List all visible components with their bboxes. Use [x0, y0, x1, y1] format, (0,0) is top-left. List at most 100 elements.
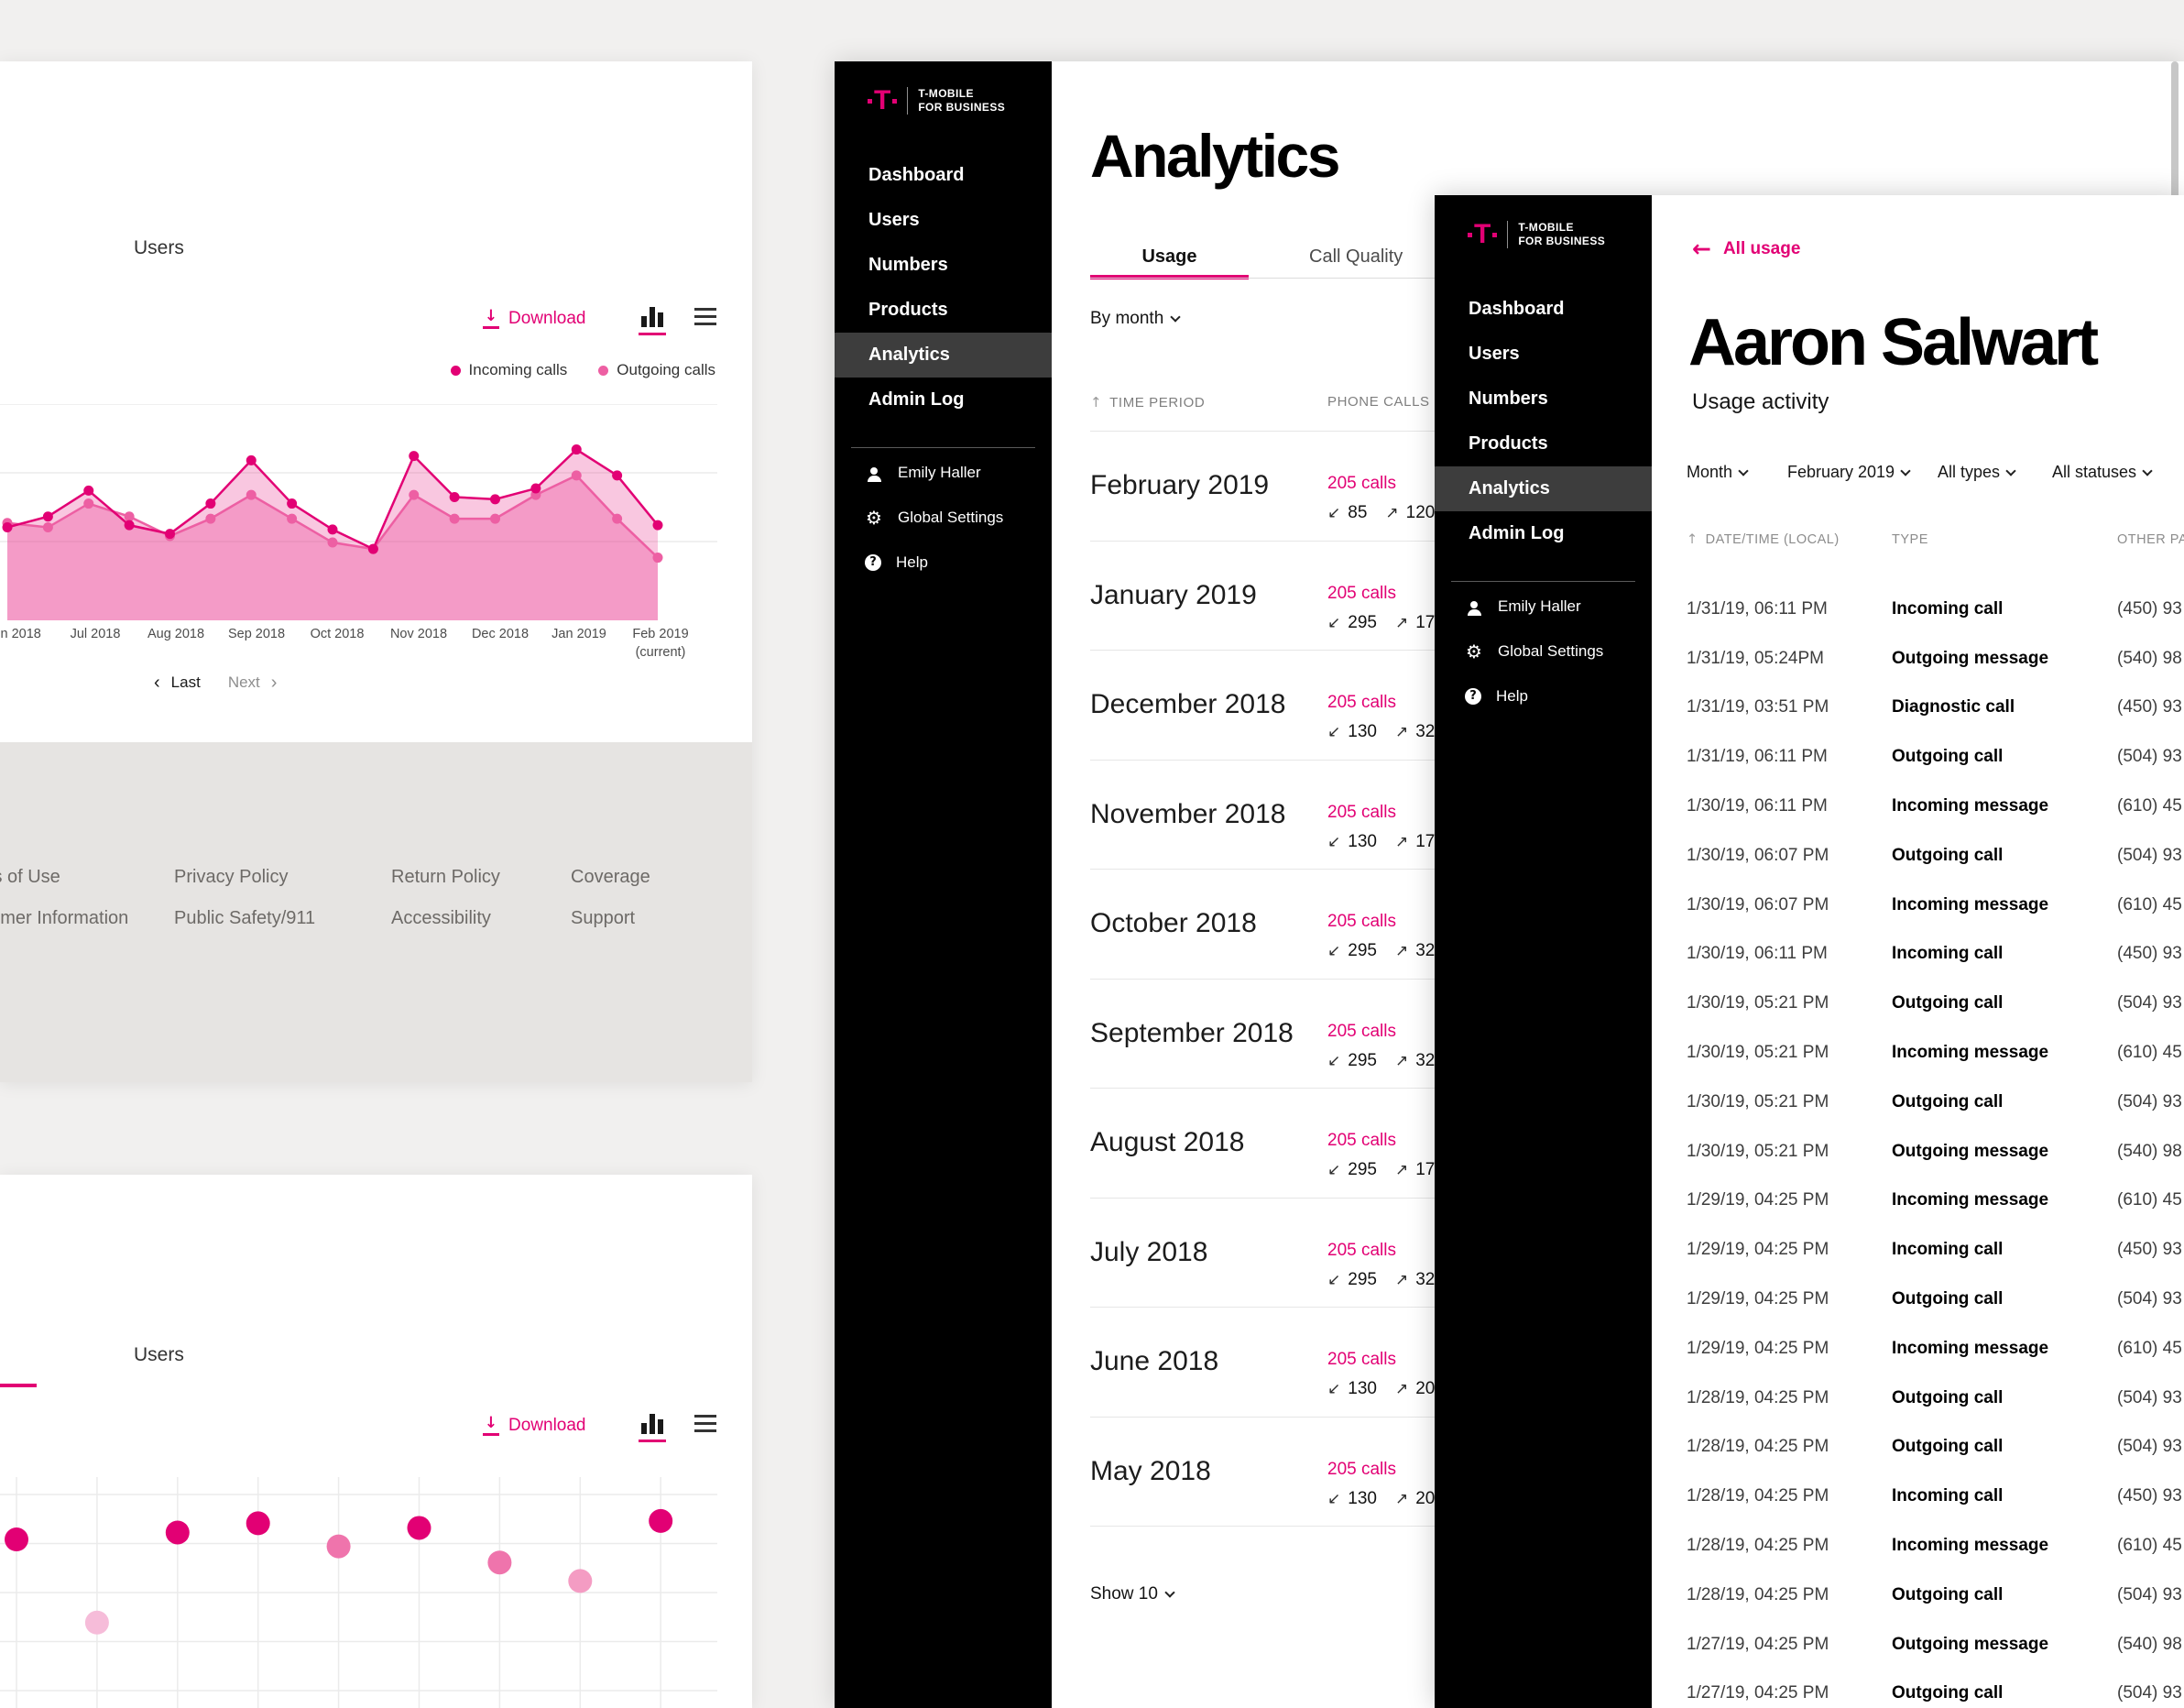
filter-label: All statuses	[2052, 463, 2137, 481]
sidebar-footer-item[interactable]: Emily Haller	[1435, 584, 1652, 629]
sidebar: T T-MOBILE FOR BUSINESS Dashboard Users …	[1435, 195, 1652, 1708]
usage-datetime: 1/31/19, 06:11 PM	[1687, 747, 1828, 767]
pagination-previous[interactable]: ‹ Last	[154, 673, 201, 692]
sidebar-nav-item[interactable]: Dashboard	[835, 153, 1052, 198]
usage-row: 1/27/19, 04:25 PM Outgoing call (504) 93	[1435, 1670, 2184, 1708]
sidebar-footer-item[interactable]: Help	[1435, 673, 1652, 718]
usage-datetime: 1/31/19, 03:51 PM	[1687, 697, 1829, 717]
sidebar-nav-item[interactable]: Products	[835, 288, 1052, 333]
footer-link[interactable]: Support	[571, 908, 636, 928]
outgoing-arrow-icon: ↗	[1394, 1051, 1409, 1070]
incoming-count: 295	[1348, 612, 1377, 632]
column-header-label: DATE/TIME (LOCAL)	[1705, 532, 1840, 547]
legend-label: Outgoing calls	[617, 361, 715, 378]
column-header-time-period[interactable]: ↑ TIME PERIOD	[1090, 394, 1205, 411]
time-period-row[interactable]: August 2018 205 calls ↙ 295 ↗ 175	[1090, 1089, 2180, 1199]
outgoing-arrow-icon: ↗	[1394, 832, 1409, 851]
sidebar-footer-icon	[1465, 687, 1481, 705]
incoming-arrow-icon: ↙	[1327, 1270, 1341, 1289]
footer-link[interactable]: Return Policy	[391, 867, 500, 887]
outgoing-arrow-icon: ↗	[1394, 1380, 1409, 1398]
sidebar-nav-item[interactable]: Numbers	[835, 243, 1052, 288]
usage-type: Outgoing message	[1892, 1141, 2049, 1161]
period-label: May 2018	[1090, 1455, 1211, 1486]
sidebar-nav-item[interactable]: Dashboard	[1435, 287, 1652, 332]
x-axis-label: Jun 2018	[0, 627, 41, 641]
column-header-phone-calls[interactable]: PHONE CALLS	[1327, 394, 1430, 410]
period-label: November 2018	[1090, 798, 1286, 829]
tab[interactable]: Call Quality	[1309, 246, 1403, 279]
column-header-other-party[interactable]: OTHER PART	[2117, 532, 2184, 547]
chevron-down-icon	[1170, 312, 1181, 323]
sidebar-footer-item[interactable]: Emily Haller	[835, 450, 1052, 495]
usage-row: 1/28/19, 04:25 PM Incoming call (450) 93	[1435, 1472, 2184, 1521]
sidebar-nav-item[interactable]: Analytics	[835, 333, 1052, 378]
filter-dropdown[interactable]: Month	[1687, 463, 1749, 482]
download-button[interactable]: ↓ Download	[483, 309, 586, 329]
sidebar-nav-item[interactable]: Analytics	[1435, 466, 1652, 511]
usage-row: 1/30/19, 05:21 PM Outgoing call (504) 93	[1435, 1078, 2184, 1127]
sidebar-nav-item[interactable]: Admin Log	[1435, 511, 1652, 556]
footer-link[interactable]: Accessibility	[391, 908, 491, 928]
filter-dropdown[interactable]: February 2019	[1787, 463, 1911, 482]
bar-chart-view-toggle[interactable]	[639, 305, 666, 335]
window-users-scatter-chart: Users ↓ Download	[0, 1175, 752, 1708]
usage-row: 1/30/19, 06:11 PM Incoming message (610)…	[1435, 782, 2184, 831]
calls-total: 205 calls	[1327, 583, 1396, 603]
usage-datetime: 1/29/19, 04:25 PM	[1687, 1190, 1829, 1210]
usage-type: Incoming message	[1892, 1536, 2049, 1556]
usage-type: Incoming message	[1892, 1190, 2049, 1210]
calls-total: 205 calls	[1327, 802, 1396, 822]
x-axis-label: Dec 2018	[471, 627, 530, 641]
filter-dropdown[interactable]: All types	[1938, 463, 2016, 482]
users-area-chart	[0, 404, 717, 620]
usage-datetime: 1/30/19, 05:21 PM	[1687, 1043, 1829, 1063]
tab[interactable]: Usage	[1090, 246, 1249, 279]
footer-link[interactable]: Coverage	[571, 867, 650, 887]
sidebar-footer-label: Help	[1496, 686, 1528, 705]
back-link[interactable]: ← All usage	[1692, 237, 1800, 260]
footer-link[interactable]: Customer Information	[0, 908, 129, 928]
sidebar-footer-item[interactable]: Global Settings	[835, 495, 1052, 540]
pagination-next[interactable]: Next ›	[228, 673, 278, 692]
sidebar-footer: Emily Haller Global Settings Help	[1435, 584, 1652, 718]
usage-type: Outgoing message	[1892, 1634, 2049, 1654]
list-view-toggle[interactable]	[694, 305, 716, 327]
sidebar-nav-item[interactable]: Users	[1435, 332, 1652, 377]
column-header-type[interactable]: TYPE	[1892, 532, 1928, 547]
time-period-row[interactable]: October 2018 205 calls ↙ 295 ↗ 325	[1090, 870, 2180, 980]
footer-links-row: Customer Information Public Safety/911 A…	[0, 908, 752, 932]
filter-dropdown[interactable]: All statuses	[2052, 463, 2153, 482]
sidebar-footer-item[interactable]: Global Settings	[1435, 629, 1652, 673]
column-header-datetime[interactable]: ↑ DATE/TIME (LOCAL)	[1687, 532, 1840, 547]
outgoing-arrow-icon: ↗	[1394, 1270, 1409, 1289]
usage-row: 1/30/19, 06:07 PM Incoming message (610)…	[1435, 881, 2184, 930]
sidebar-nav-item[interactable]: Products	[1435, 422, 1652, 466]
calls-total: 205 calls	[1327, 693, 1396, 712]
download-button[interactable]: ↓ Download	[483, 1416, 586, 1436]
sidebar-nav-item[interactable]: Admin Log	[835, 378, 1052, 422]
sidebar-nav-label: Admin Log	[1469, 523, 1565, 543]
list-view-toggle[interactable]	[694, 1412, 716, 1434]
x-axis-label: Jul 2018	[70, 627, 121, 641]
incoming-arrow-icon: ↙	[1327, 832, 1341, 851]
show-count-dropdown[interactable]: Show 10	[1090, 1584, 1175, 1604]
footer-link[interactable]: Terms of Use	[0, 867, 60, 887]
sidebar-nav-item[interactable]: Numbers	[1435, 377, 1652, 422]
incoming-count: 85	[1348, 503, 1368, 522]
usage-row: 1/29/19, 04:25 PM Outgoing call (504) 93	[1435, 1275, 2184, 1324]
sidebar-footer-item[interactable]: Help	[835, 540, 1052, 585]
usage-datetime: 1/28/19, 04:25 PM	[1687, 1486, 1829, 1506]
footer-link[interactable]: Public Safety/911	[174, 908, 316, 928]
usage-other-party: (504) 93	[2117, 1683, 2182, 1703]
group-by-dropdown[interactable]: By month	[1090, 309, 1181, 329]
x-axis-label: Oct 2018	[310, 627, 365, 641]
show-count-label: Show 10	[1090, 1584, 1158, 1604]
footer-link[interactable]: Privacy Policy	[174, 867, 289, 887]
usage-row: 1/28/19, 04:25 PM Outgoing call (504) 93	[1435, 1571, 2184, 1620]
sidebar-footer-label: Help	[896, 553, 928, 571]
sidebar-nav-item[interactable]: Users	[835, 198, 1052, 243]
column-header-label: TYPE	[1892, 532, 1928, 547]
time-period-row[interactable]: January 2019 205 calls ↙ 295 ↗ 175	[1090, 542, 2180, 651]
bar-chart-view-toggle[interactable]	[639, 1412, 666, 1442]
